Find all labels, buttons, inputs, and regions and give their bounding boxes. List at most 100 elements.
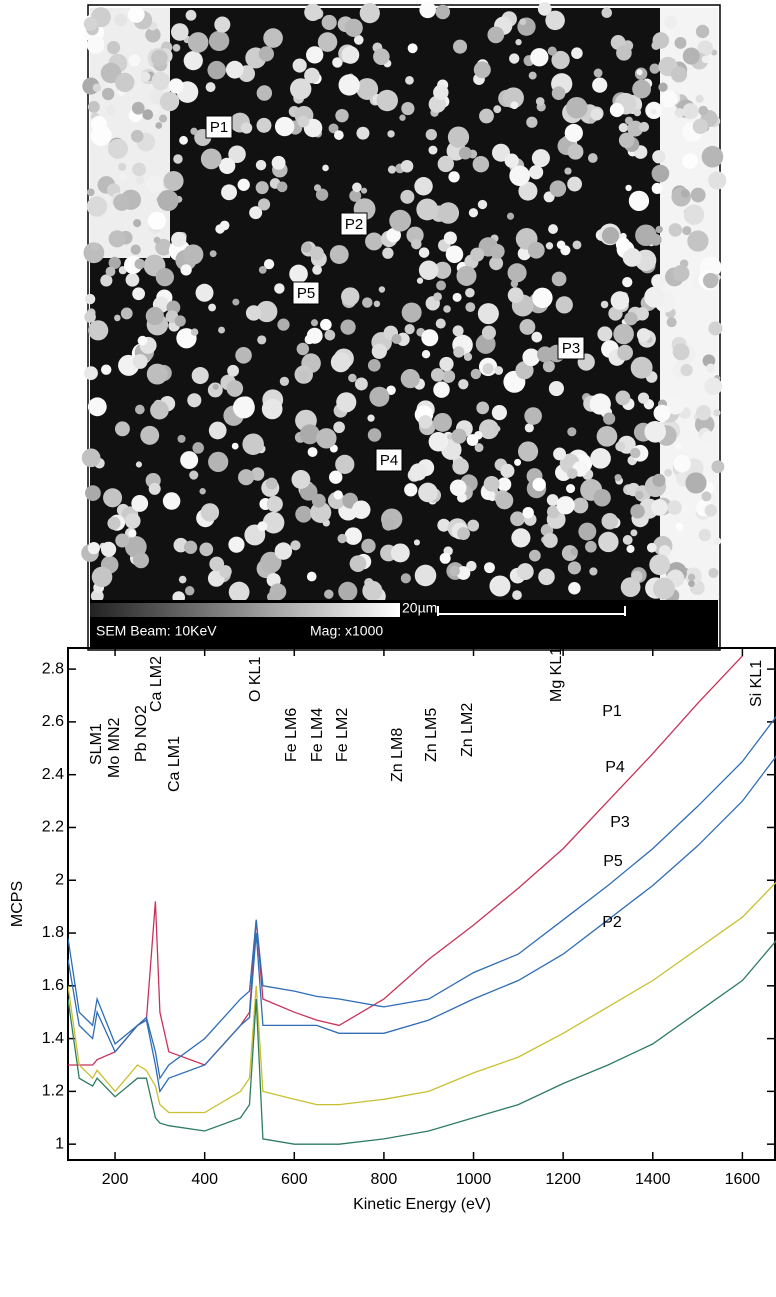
sem-grain (696, 95, 704, 103)
sem-grain (190, 128, 197, 135)
sem-grain (708, 321, 722, 335)
sem-grain (625, 185, 631, 191)
sem-grain (157, 190, 178, 211)
sem-grain (553, 447, 566, 460)
sem-grain (140, 426, 159, 445)
sem-grain (422, 350, 430, 358)
sem-grain (399, 115, 405, 121)
sem-grain (493, 105, 501, 113)
sem-grain (617, 345, 633, 361)
sem-grain (207, 61, 226, 80)
sem-grain (84, 366, 98, 380)
sem-grain (275, 542, 292, 559)
sem-grain (683, 103, 699, 119)
sem-grain (602, 227, 619, 244)
sem-grain (159, 115, 167, 123)
sem-grain (119, 174, 127, 182)
sem-grain (699, 529, 712, 542)
sem-grain (494, 366, 503, 375)
sem-grain (133, 219, 141, 227)
sem-grain (410, 463, 427, 480)
sem-grain (453, 40, 467, 54)
peak-annotation: Ca LM2 (148, 656, 165, 712)
sem-grain (344, 527, 361, 544)
sem-grain (256, 181, 269, 194)
sem-grain (478, 200, 487, 209)
sem-grain (566, 484, 575, 493)
sem-grain (274, 283, 284, 293)
sem-grain (453, 293, 462, 302)
sem-grain (289, 265, 308, 284)
sem-grain (449, 566, 460, 577)
sem-grain (529, 550, 541, 562)
sem-grain (508, 263, 527, 282)
sem-grain (419, 260, 439, 280)
sem-grain (257, 118, 272, 133)
sem-grain (107, 41, 120, 54)
sem-grain (389, 210, 411, 232)
sem-grain (520, 319, 536, 335)
sem-grain (368, 359, 381, 372)
sem-grain (418, 483, 438, 503)
peak-annotation: Zn LM5 (423, 708, 440, 762)
sem-grain (259, 266, 267, 274)
sem-grain (469, 208, 478, 217)
peak-annotation: Mo MN2 (106, 717, 123, 778)
sem-grain (550, 180, 567, 197)
sem-grain (340, 319, 355, 334)
sem-grain (711, 460, 724, 473)
sem-grain (87, 36, 105, 54)
sem-grain (676, 523, 684, 531)
sem-grain (314, 184, 321, 191)
sem-grain (308, 447, 318, 457)
sem-grain (675, 443, 681, 449)
sem-grain (113, 194, 130, 211)
sem-grain (649, 554, 670, 575)
sem-grain (482, 326, 496, 340)
y-tick-label: 1.6 (42, 977, 64, 994)
sem-grain (339, 74, 360, 95)
sem-grain (630, 448, 640, 458)
sem-grain (218, 327, 225, 334)
sem-grain (556, 296, 573, 313)
sem-grain (246, 305, 261, 320)
sem-grain (635, 491, 643, 499)
sem-grain (464, 353, 472, 361)
sem-grain (267, 496, 283, 512)
sem-grain (177, 435, 185, 443)
peak-annotation: Zn LM2 (459, 703, 476, 757)
sem-grain (505, 154, 519, 168)
sem-grain (708, 171, 726, 189)
sem-grain (352, 500, 371, 519)
beam-text: SEM Beam: 10KeV (96, 623, 217, 639)
chart: 11.21.41.61.822.22.42.62.820040060080010… (9, 647, 776, 1213)
sem-grain (448, 171, 459, 182)
sem-grain (578, 523, 596, 541)
sem-grain (365, 232, 383, 250)
sem-grain (552, 86, 566, 100)
sem-grain (532, 149, 550, 167)
sem-grain (322, 165, 329, 172)
sem-grain (180, 451, 198, 469)
sem-grain (372, 344, 387, 359)
sem-grain (603, 413, 615, 425)
sem-grain (199, 542, 213, 556)
sem-grain (567, 468, 578, 479)
point-label: P3 (562, 340, 580, 357)
sem-grain (335, 109, 348, 122)
sem-grain (492, 405, 507, 420)
y-tick-label: 2 (55, 871, 64, 888)
sem-grain (129, 54, 141, 66)
sem-grain (654, 405, 671, 422)
sem-grain (526, 117, 537, 128)
sem-grain (367, 415, 374, 422)
sem-grain (307, 328, 323, 344)
sem-grain (238, 179, 250, 191)
sem-grain (142, 109, 153, 120)
point-label: P1 (210, 119, 228, 136)
sem-grain (433, 381, 449, 397)
sem-grain (489, 575, 510, 596)
sem-grain (568, 144, 584, 160)
sem-grain (644, 421, 666, 443)
sem-grain (220, 221, 230, 231)
